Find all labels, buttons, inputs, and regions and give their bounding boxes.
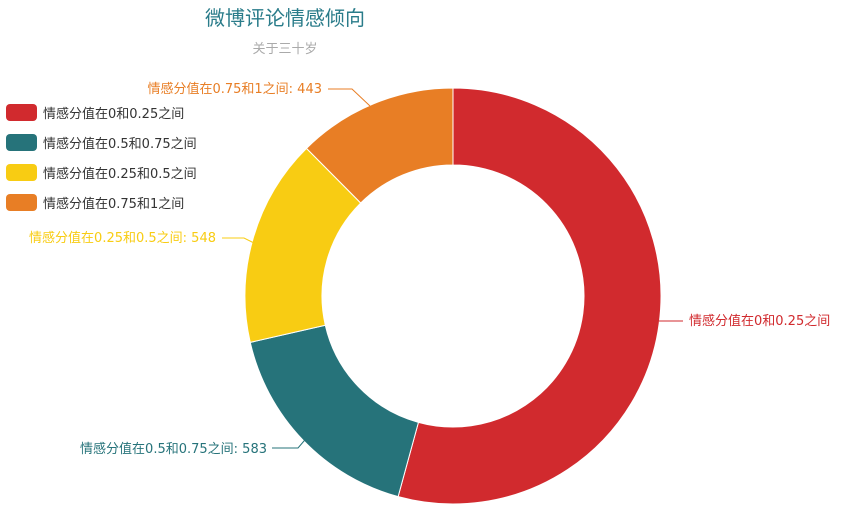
slice-data-label: 情感分值在0.5和0.75之间: 583 — [80, 441, 267, 457]
donut-slice[interactable] — [305, 87, 454, 204]
legend-swatch — [6, 103, 37, 121]
chart-title: 微博评论情感倾向 — [205, 6, 365, 30]
chart-subtitle: 关于三十岁 — [252, 42, 318, 57]
legend-label: 情感分值在0.25和0.5之间 — [43, 166, 197, 182]
label-leader-line — [272, 433, 311, 449]
legend: 情感分值在0和0.25之间 情感分值在0.5和0.75之间 情感分值在0.25和… — [6, 97, 197, 217]
legend-item[interactable]: 情感分值在0.25和0.5之间 — [6, 157, 197, 187]
slice-data-label: 情感分值在0.75和1之间: 443 — [147, 81, 322, 97]
slice-data-label: 情感分值在0和0.25之间 — [689, 313, 830, 329]
legend-swatch — [6, 163, 37, 181]
legend-swatch — [6, 133, 37, 151]
legend-item[interactable]: 情感分值在0和0.25之间 — [6, 97, 197, 127]
legend-item[interactable]: 情感分值在0.75和1之间 — [6, 187, 197, 217]
legend-item[interactable]: 情感分值在0.5和0.75之间 — [6, 127, 197, 157]
legend-label: 情感分值在0.75和1之间 — [43, 196, 185, 212]
legend-swatch — [6, 193, 37, 211]
donut-slice[interactable] — [397, 87, 662, 505]
slice-data-label: 情感分值在0.25和0.5之间: 548 — [29, 230, 216, 246]
donut-slice[interactable] — [249, 324, 420, 498]
label-leader-line — [222, 237, 255, 244]
legend-label: 情感分值在0和0.25之间 — [43, 106, 185, 122]
label-leader-line — [328, 88, 371, 107]
legend-label: 情感分值在0.5和0.75之间 — [43, 136, 197, 152]
